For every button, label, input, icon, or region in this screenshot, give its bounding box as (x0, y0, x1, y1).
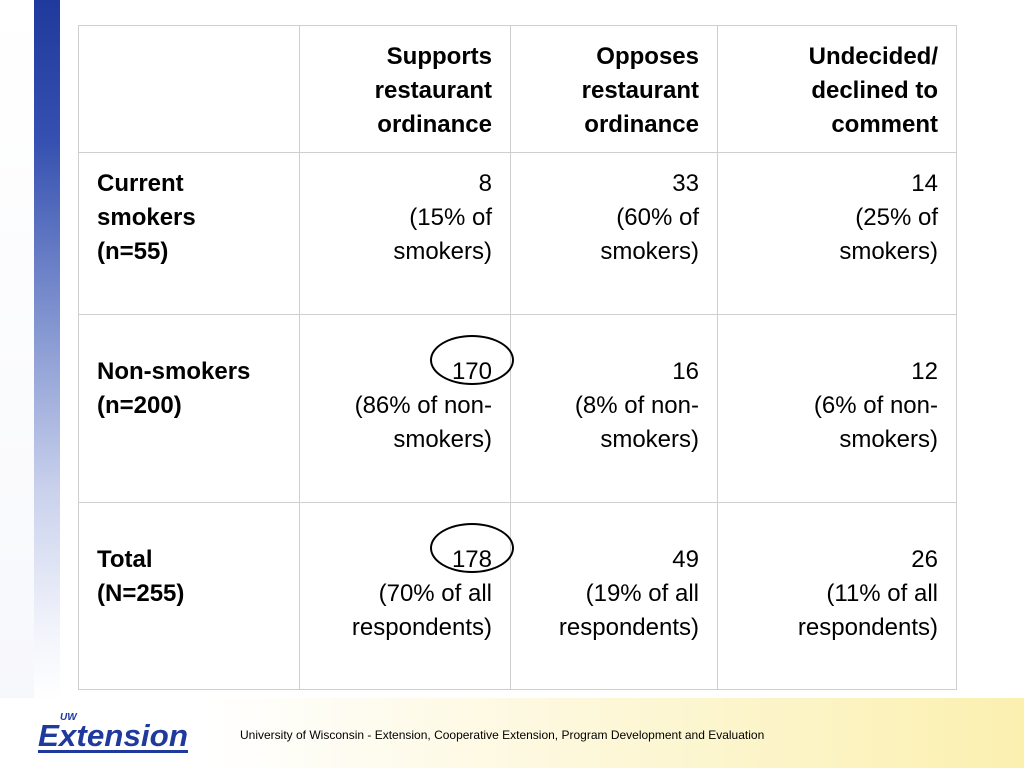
uw-extension-logo: UW Extension (38, 712, 188, 753)
side-band-light (0, 0, 34, 700)
footer-text: University of Wisconsin - Extension, Coo… (240, 728, 765, 742)
cell-supports: 8 (15% of smokers) (299, 152, 511, 315)
header-row: Supports restaurant ordinance Opposes re… (78, 25, 957, 153)
footer-bar (0, 698, 1024, 768)
logo-underline (38, 750, 188, 753)
table-row-current-smokers: Current smokers (n=55) 8 (15% of smokers… (78, 152, 957, 315)
side-gradient-band (34, 0, 60, 700)
cell-supports: 170 (86% of non- smokers) (299, 314, 514, 503)
cell-count: 170 (451, 358, 492, 385)
cell-count: 14 (911, 170, 938, 197)
cell-count: 49 (672, 546, 699, 573)
highlight-circle-wrap: 170 (429, 335, 514, 389)
cell-supports: 178 (70% of all respondents) (299, 502, 514, 690)
cell-opposes: 33 (60% of smokers) (510, 152, 718, 315)
cell-count: 8 (478, 170, 492, 197)
cell-count: 178 (451, 546, 492, 573)
cell-undecided: 12 (6% of non- smokers) (717, 314, 957, 503)
row-label: Total (N=255) (78, 502, 300, 690)
svg-text:Extension: Extension (38, 718, 188, 753)
cell-count: 33 (672, 170, 699, 197)
cell-undecided: 14 (25% of smokers) (717, 152, 957, 315)
header-undecided: Undecided/ declined to comment (717, 25, 957, 153)
header-empty-cell (78, 25, 300, 153)
cell-opposes: 16 (8% of non- smokers) (510, 314, 718, 503)
highlight-circle-wrap: 178 (429, 523, 514, 577)
table-row-non-smokers: Non-smokers (n=200) 170 (86% of non- smo… (78, 314, 957, 503)
row-label: Non-smokers (n=200) (78, 314, 300, 503)
cell-count: 26 (911, 546, 938, 573)
cell-count: 16 (672, 358, 699, 385)
results-table: Supports restaurant ordinance Opposes re… (78, 25, 957, 690)
cell-opposes: 49 (19% of all respondents) (510, 502, 718, 690)
header-opposes: Opposes restaurant ordinance (510, 25, 718, 153)
cell-count: 12 (911, 358, 938, 385)
row-label: Current smokers (n=55) (78, 152, 300, 315)
cell-undecided: 26 (11% of all respondents) (717, 502, 957, 690)
svg-text:UW: UW (60, 712, 78, 723)
header-supports: Supports restaurant ordinance (299, 25, 511, 153)
table-row-total: Total (N=255) 178 (70% of all respondent… (78, 502, 957, 690)
